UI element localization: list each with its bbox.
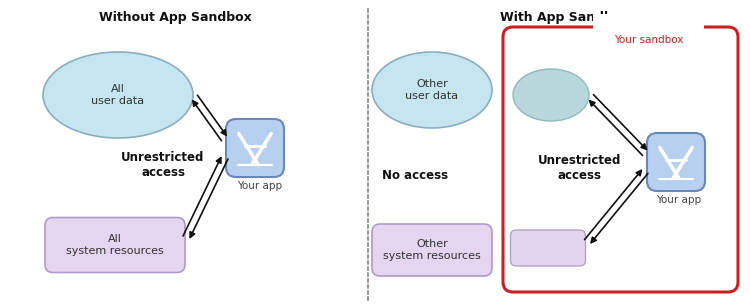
Text: Other
user data: Other user data: [406, 79, 458, 101]
Text: Your sandbox: Your sandbox: [614, 35, 683, 45]
FancyBboxPatch shape: [45, 217, 185, 273]
Ellipse shape: [372, 52, 492, 128]
Text: With App Sandbox: With App Sandbox: [500, 10, 630, 23]
FancyBboxPatch shape: [372, 224, 492, 276]
FancyBboxPatch shape: [226, 119, 284, 177]
FancyBboxPatch shape: [647, 133, 705, 191]
FancyBboxPatch shape: [503, 27, 738, 292]
Text: All
system resources: All system resources: [66, 234, 164, 256]
Text: Your app: Your app: [238, 181, 283, 191]
Text: No access: No access: [382, 168, 448, 181]
Text: Other
system resources: Other system resources: [383, 239, 481, 261]
Ellipse shape: [513, 69, 589, 121]
FancyBboxPatch shape: [511, 230, 586, 266]
Ellipse shape: [43, 52, 193, 138]
Text: All
user data: All user data: [92, 84, 145, 106]
Text: Without App Sandbox: Without App Sandbox: [99, 10, 251, 23]
Text: Your app: Your app: [656, 195, 701, 205]
Text: Unrestricted
access: Unrestricted access: [538, 154, 622, 182]
Text: Unrestricted
access: Unrestricted access: [122, 151, 205, 179]
